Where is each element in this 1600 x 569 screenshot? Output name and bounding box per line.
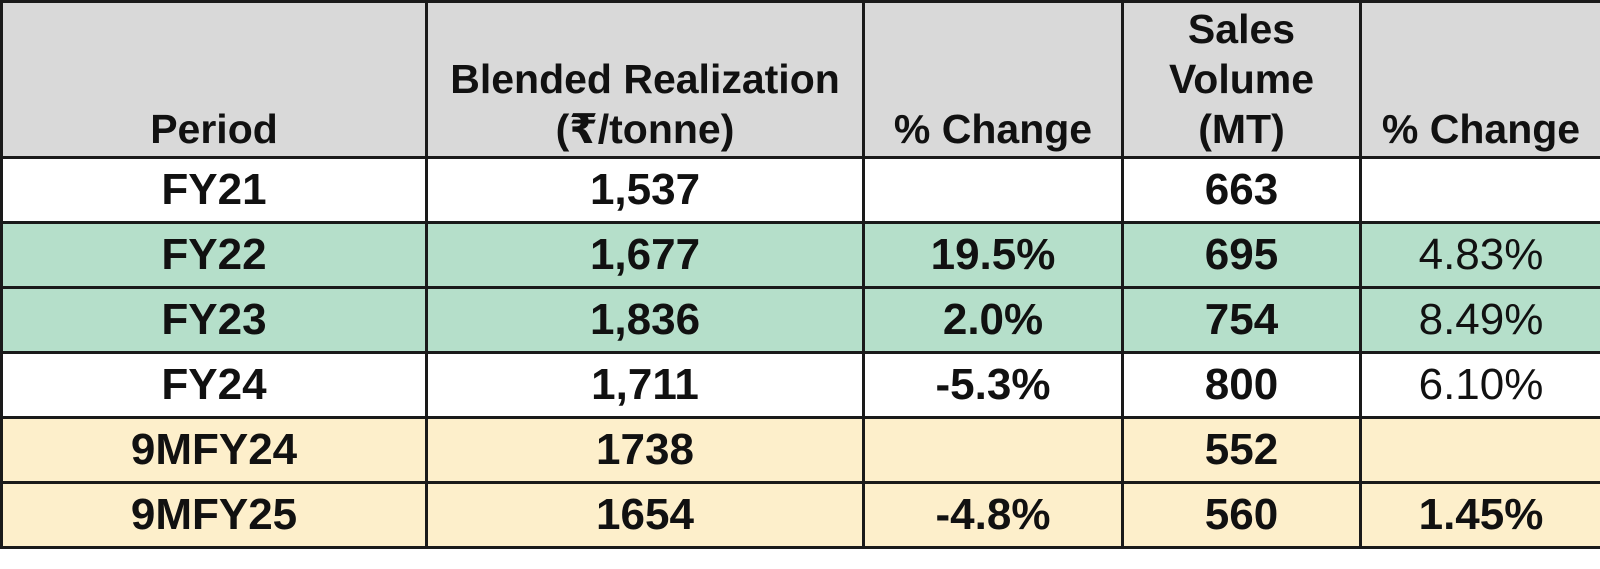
table-row-9mfy25: 9MFY25 1654 -4.8% 560 1.45% xyxy=(0,481,1600,549)
header-period: Period xyxy=(0,0,428,159)
header-realization-change-line-1: % Change xyxy=(893,106,1093,152)
cell-volume-change: 6.10% xyxy=(1359,351,1600,419)
data-table: Period Blended Realization (₹/tonne) % C… xyxy=(0,0,1600,549)
cell-realization-change: 2.0% xyxy=(862,286,1124,354)
header-volume-change-line-1: % Change xyxy=(1381,106,1581,152)
cell-realization: 1,711 xyxy=(425,351,865,419)
cell-realization: 1,537 xyxy=(425,156,865,224)
cell-volume-change: 8.49% xyxy=(1359,286,1600,354)
header-sales-volume-line-2: Volume xyxy=(1168,56,1315,102)
cell-period: 9MFY25 xyxy=(0,481,428,549)
header-realization-change: % Change xyxy=(862,0,1124,159)
cell-period: FY21 xyxy=(0,156,428,224)
header-blended-realization-line-2: (₹/tonne) xyxy=(555,106,735,152)
header-sales-volume-line-1: Sales xyxy=(1187,6,1296,52)
cell-realization: 1,836 xyxy=(425,286,865,354)
cell-volume: 560 xyxy=(1121,481,1362,549)
table-row-fy22: FY22 1,677 19.5% 695 4.83% xyxy=(0,221,1600,289)
cell-realization-change: 19.5% xyxy=(862,221,1124,289)
header-row: Period Blended Realization (₹/tonne) % C… xyxy=(0,0,1600,159)
cell-realization: 1738 xyxy=(425,416,865,484)
cell-realization-change: -5.3% xyxy=(862,351,1124,419)
table-row-fy21: FY21 1,537 663 xyxy=(0,156,1600,224)
table-row-fy23: FY23 1,836 2.0% 754 8.49% xyxy=(0,286,1600,354)
cell-volume: 552 xyxy=(1121,416,1362,484)
cell-volume: 754 xyxy=(1121,286,1362,354)
cell-period: FY22 xyxy=(0,221,428,289)
cell-volume: 800 xyxy=(1121,351,1362,419)
cell-volume: 695 xyxy=(1121,221,1362,289)
header-blended-realization-line-1: Blended Realization xyxy=(450,56,840,102)
cell-volume-change: 4.83% xyxy=(1359,221,1600,289)
header-blended-realization: Blended Realization (₹/tonne) xyxy=(425,0,865,159)
cell-realization: 1,677 xyxy=(425,221,865,289)
cell-period: FY24 xyxy=(0,351,428,419)
cell-realization: 1654 xyxy=(425,481,865,549)
header-period-line-1: Period xyxy=(150,106,278,152)
header-sales-volume-line-3: (MT) xyxy=(1198,106,1285,152)
cell-volume-change: 1.45% xyxy=(1359,481,1600,549)
cell-realization-change: -4.8% xyxy=(862,481,1124,549)
header-sales-volume: Sales Volume (MT) xyxy=(1121,0,1362,159)
cell-volume-change xyxy=(1359,416,1600,484)
cell-realization-change xyxy=(862,156,1124,224)
cell-period: 9MFY24 xyxy=(0,416,428,484)
header-volume-change: % Change xyxy=(1359,0,1600,159)
cell-volume: 663 xyxy=(1121,156,1362,224)
cell-realization-change xyxy=(862,416,1124,484)
cell-period: FY23 xyxy=(0,286,428,354)
cell-volume-change xyxy=(1359,156,1600,224)
table-row-fy24: FY24 1,711 -5.3% 800 6.10% xyxy=(0,351,1600,419)
table-row-9mfy24: 9MFY24 1738 552 xyxy=(0,416,1600,484)
